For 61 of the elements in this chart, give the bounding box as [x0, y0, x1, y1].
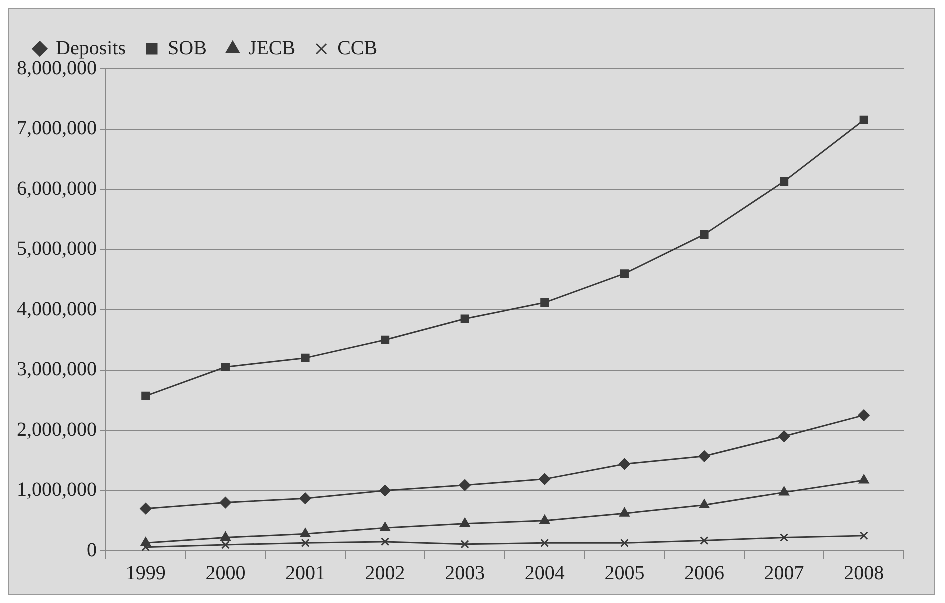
- x-tick-label: 2000: [206, 562, 246, 584]
- point: [540, 515, 550, 524]
- point: [381, 538, 390, 546]
- y-tick-label: 4,000,000: [17, 298, 97, 320]
- point: [301, 354, 310, 362]
- x-tick-label: 2003: [445, 562, 486, 584]
- point: [860, 116, 868, 124]
- point: [380, 522, 390, 532]
- point: [700, 536, 709, 546]
- point: [859, 474, 870, 484]
- legend-label: CCB: [338, 37, 378, 60]
- x-tick-label: 2002: [365, 562, 406, 584]
- point: [699, 499, 710, 508]
- point: [620, 508, 630, 517]
- y-tick-label: 2,000,000: [17, 418, 97, 441]
- point: [221, 540, 230, 550]
- point: [618, 458, 630, 470]
- y-tick-label: 5,000,000: [17, 238, 97, 260]
- point: [220, 497, 232, 509]
- point: [700, 230, 709, 239]
- point: [539, 474, 551, 486]
- point: [459, 480, 471, 492]
- point: [780, 177, 789, 186]
- point: [380, 485, 392, 496]
- x-tick-label: 2001: [286, 562, 326, 584]
- point: [780, 533, 789, 542]
- x-tick-label: 2005: [604, 562, 645, 584]
- point: [381, 336, 390, 344]
- legend-label: JECB: [248, 37, 296, 60]
- point: [140, 503, 152, 515]
- x-tick-label: 2006: [684, 562, 724, 584]
- point: [778, 430, 790, 442]
- point: [620, 270, 629, 278]
- point: [301, 538, 310, 548]
- point: [460, 540, 470, 549]
- point: [540, 298, 550, 308]
- point: [142, 392, 150, 400]
- point: [779, 486, 790, 496]
- legend-label: Deposits: [56, 37, 126, 60]
- point: [698, 450, 710, 462]
- point: [858, 410, 870, 422]
- y-tick-label: 7,000,000: [17, 118, 97, 140]
- point: [460, 518, 470, 528]
- point: [140, 537, 151, 546]
- point: [540, 538, 550, 548]
- x-tick-label: 2004: [524, 562, 565, 584]
- point: [860, 532, 868, 540]
- point: [300, 492, 312, 504]
- point: [300, 528, 311, 538]
- legend-label: SOB: [168, 37, 207, 60]
- point: [460, 314, 470, 324]
- x-tick-label: 1999: [126, 562, 166, 584]
- x-tick-label: 2007: [764, 562, 804, 584]
- y-tick-label: 3,000,000: [17, 358, 97, 380]
- y-tick-label: 0: [87, 539, 97, 562]
- point: [221, 362, 230, 372]
- point: [620, 538, 629, 548]
- point: [220, 532, 231, 541]
- y-tick-label: 6,000,000: [17, 178, 97, 200]
- x-tick-label: 2008: [844, 562, 884, 584]
- y-tick-label: 1,000,000: [17, 479, 97, 501]
